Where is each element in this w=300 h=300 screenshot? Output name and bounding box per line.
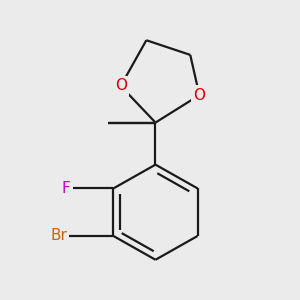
Text: O: O	[115, 79, 127, 94]
Text: O: O	[194, 88, 206, 103]
Text: Br: Br	[50, 229, 67, 244]
Text: F: F	[62, 181, 70, 196]
